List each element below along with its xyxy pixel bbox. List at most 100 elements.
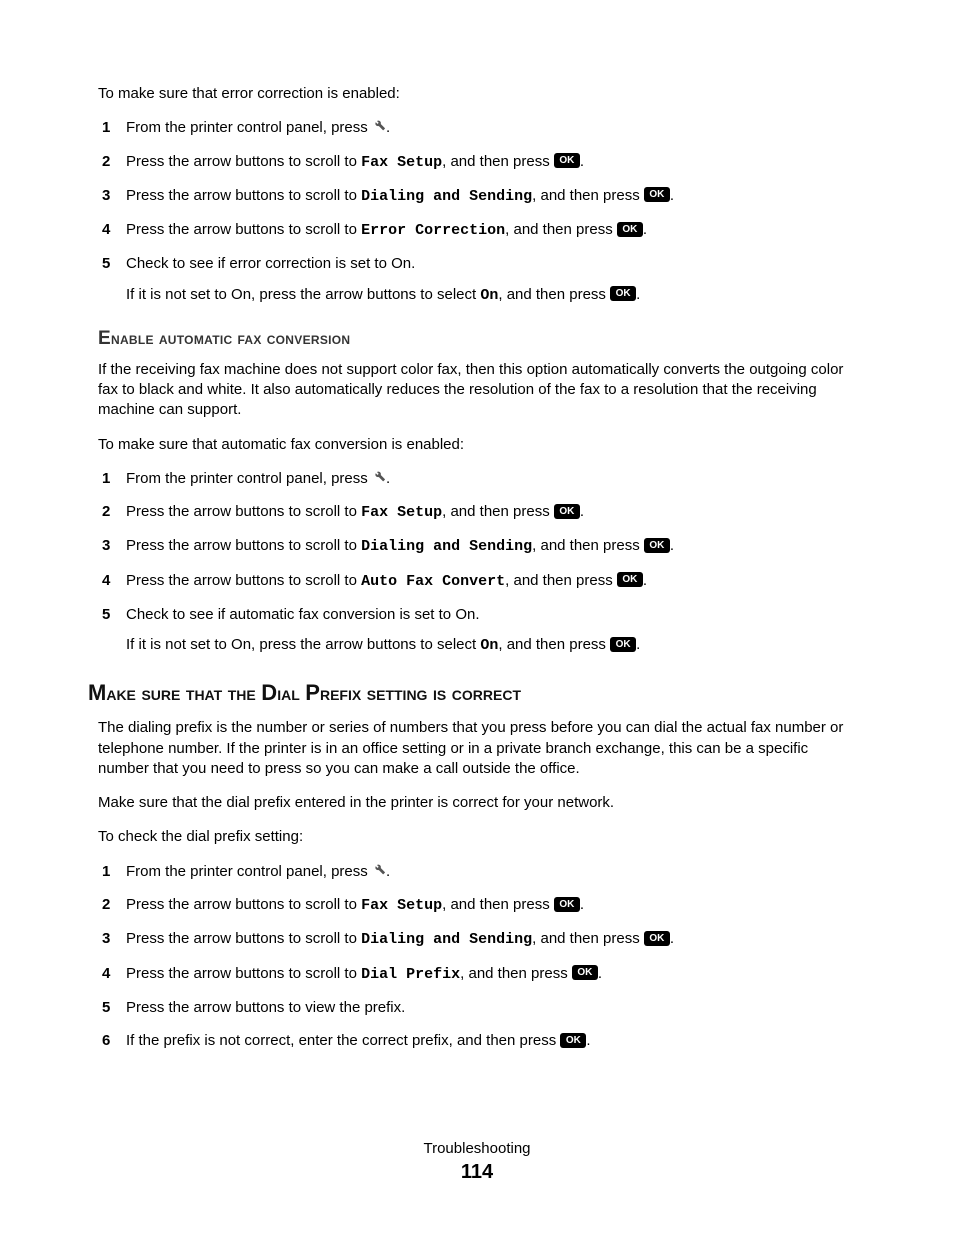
step-text: . <box>670 537 674 554</box>
list-item: Press the arrow buttons to scroll to Dia… <box>98 964 856 985</box>
step-text: Press the arrow buttons to scroll to <box>126 537 361 554</box>
step-text: Press the arrow buttons to scroll to <box>126 896 361 913</box>
step-text: If it is not set to On, press the arrow … <box>126 636 480 653</box>
step-text: . <box>670 930 674 947</box>
step-text: , and then press <box>460 965 572 982</box>
ok-button-icon: OK <box>617 572 643 587</box>
step-text: Press the arrow buttons to scroll to <box>126 221 361 238</box>
step-text: . <box>636 286 640 303</box>
step-text: , and then press <box>532 930 644 947</box>
page-number: 114 <box>0 1161 954 1184</box>
intro-text: Make sure that the dial prefix entered i… <box>98 793 856 813</box>
intro-text: If the receiving fax machine does not su… <box>98 360 856 421</box>
footer-section-name: Troubleshooting <box>0 1140 954 1157</box>
step-text: Check to see if automatic fax conversion… <box>126 606 480 623</box>
step-text: If it is not set to On, press the arrow … <box>126 286 480 303</box>
step-list-1: From the printer control panel, press . … <box>98 118 856 274</box>
list-item: Press the arrow buttons to scroll to Fax… <box>98 152 856 173</box>
list-item: Press the arrow buttons to scroll to Dia… <box>98 536 856 557</box>
list-item: From the printer control panel, press . <box>98 862 856 882</box>
step-text: From the printer control panel, press <box>126 119 372 136</box>
step-text: . <box>643 221 647 238</box>
menu-option: Auto Fax Convert <box>361 573 505 590</box>
ok-button-icon: OK <box>554 504 580 519</box>
sub-step: If it is not set to On, press the arrow … <box>126 285 856 306</box>
intro-text: To make sure that automatic fax conversi… <box>98 435 856 455</box>
step-text: From the printer control panel, press <box>126 470 372 487</box>
step-text: Press the arrow buttons to scroll to <box>126 187 361 204</box>
ok-button-icon: OK <box>644 187 670 202</box>
list-item: Press the arrow buttons to scroll to Dia… <box>98 929 856 950</box>
list-item: If the prefix is not correct, enter the … <box>98 1031 856 1051</box>
step-text: . <box>580 896 584 913</box>
step-text: Press the arrow buttons to scroll to <box>126 503 361 520</box>
step-text: . <box>598 965 602 982</box>
step-list-2: From the printer control panel, press . … <box>98 469 856 625</box>
ok-button-icon: OK <box>617 222 643 237</box>
menu-option: Dialing and Sending <box>361 931 532 948</box>
list-item: Check to see if automatic fax conversion… <box>98 605 856 625</box>
step-text: , and then press <box>532 537 644 554</box>
step-text: Check to see if error correction is set … <box>126 255 415 272</box>
step-text: Press the arrow buttons to scroll to <box>126 930 361 947</box>
menu-option: Fax Setup <box>361 154 442 171</box>
intro-text: The dialing prefix is the number or seri… <box>98 718 856 779</box>
ok-button-icon: OK <box>554 153 580 168</box>
step-text: . <box>386 119 390 136</box>
ok-button-icon: OK <box>610 637 636 652</box>
ok-button-icon: OK <box>560 1033 586 1048</box>
menu-option: Fax Setup <box>361 897 442 914</box>
sub-step: If it is not set to On, press the arrow … <box>126 635 856 656</box>
step-text: . <box>636 636 640 653</box>
wrench-icon <box>372 117 386 137</box>
step-text: Press the arrow buttons to scroll to <box>126 965 361 982</box>
list-item: Press the arrow buttons to scroll to Dia… <box>98 186 856 207</box>
step-text: . <box>386 863 390 880</box>
intro-text: To make sure that error correction is en… <box>98 84 856 104</box>
list-item: Check to see if error correction is set … <box>98 254 856 274</box>
page: To make sure that error correction is en… <box>0 0 954 1224</box>
page-footer: Troubleshooting 114 <box>0 1140 954 1184</box>
step-text: , and then press <box>498 286 610 303</box>
step-text: Press the arrow buttons to scroll to <box>126 153 361 170</box>
wrench-icon <box>372 468 386 488</box>
step-text: , and then press <box>505 221 617 238</box>
step-text: , and then press <box>505 572 617 589</box>
step-text: , and then press <box>442 896 554 913</box>
step-text: Press the arrow buttons to view the pref… <box>126 999 405 1016</box>
step-text: , and then press <box>442 153 554 170</box>
step-text: , and then press <box>498 636 610 653</box>
section-heading: Enable automatic fax conversion <box>98 328 856 350</box>
ok-button-icon: OK <box>572 965 598 980</box>
menu-option: Fax Setup <box>361 504 442 521</box>
step-text: , and then press <box>532 187 644 204</box>
menu-option: Dial Prefix <box>361 966 460 983</box>
ok-button-icon: OK <box>554 897 580 912</box>
ok-button-icon: OK <box>610 286 636 301</box>
step-text: . <box>580 153 584 170</box>
menu-option: Dialing and Sending <box>361 188 532 205</box>
intro-text: To check the dial prefix setting: <box>98 827 856 847</box>
step-text: , and then press <box>442 503 554 520</box>
list-item: Press the arrow buttons to scroll to Fax… <box>98 895 856 916</box>
list-item: Press the arrow buttons to scroll to Aut… <box>98 571 856 592</box>
wrench-icon <box>372 861 386 881</box>
step-text: . <box>586 1032 590 1049</box>
step-text: Press the arrow buttons to scroll to <box>126 572 361 589</box>
step-text: . <box>670 187 674 204</box>
step-text: If the prefix is not correct, enter the … <box>126 1032 560 1049</box>
step-list-3: From the printer control panel, press . … <box>98 862 856 1052</box>
list-item: Press the arrow buttons to scroll to Fax… <box>98 502 856 523</box>
menu-option: Dialing and Sending <box>361 538 532 555</box>
list-item: From the printer control panel, press . <box>98 118 856 138</box>
list-item: Press the arrow buttons to scroll to Err… <box>98 220 856 241</box>
menu-option: Error Correction <box>361 222 505 239</box>
step-text: From the printer control panel, press <box>126 863 372 880</box>
ok-button-icon: OK <box>644 538 670 553</box>
section-heading: Make sure that the Dial Prefix setting i… <box>88 680 856 706</box>
list-item: From the printer control panel, press . <box>98 469 856 489</box>
menu-option: On <box>480 637 498 654</box>
step-text: . <box>643 572 647 589</box>
menu-option: On <box>480 287 498 304</box>
step-text: . <box>580 503 584 520</box>
